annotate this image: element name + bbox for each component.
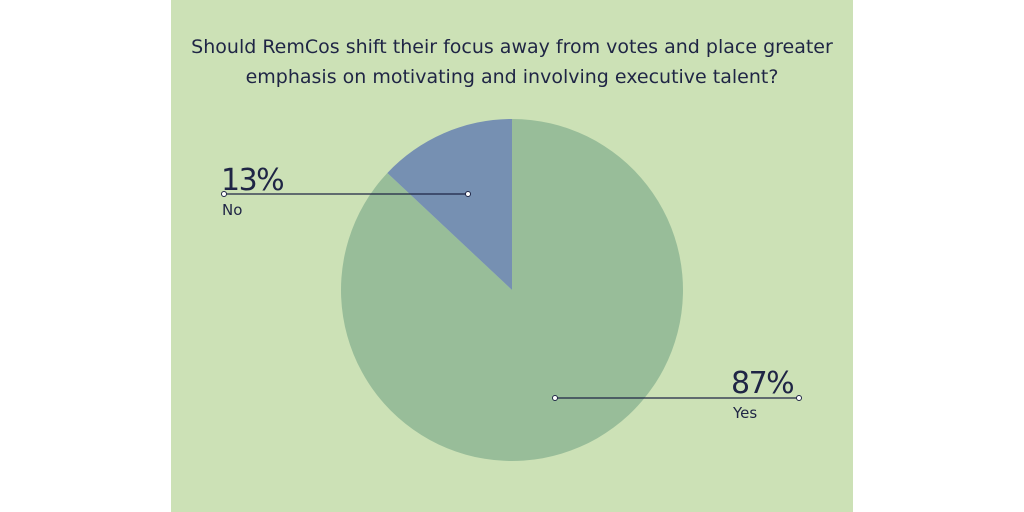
- callout-no: 13% No: [221, 163, 471, 219]
- pie-slice-no: [387, 119, 512, 290]
- chart-panel: Should RemCos shift their focus away fro…: [171, 0, 853, 512]
- data-label-no-name: No: [222, 201, 242, 219]
- pie-chart: 13% No 87% Yes: [221, 119, 802, 461]
- data-label-yes-name: Yes: [732, 404, 757, 422]
- callout-dot-yes-end: [796, 395, 802, 401]
- callout-dot-no-end: [465, 191, 471, 197]
- data-label-yes-value: 87%: [731, 366, 793, 401]
- callout-yes: 87% Yes: [552, 366, 802, 422]
- callout-dot-yes-start: [552, 395, 558, 401]
- pie-slices: [340, 119, 683, 461]
- callout-dot-no-start: [221, 191, 227, 197]
- chart-title: Should RemCos shift their focus away fro…: [191, 36, 833, 88]
- data-label-no-value: 13%: [221, 163, 283, 198]
